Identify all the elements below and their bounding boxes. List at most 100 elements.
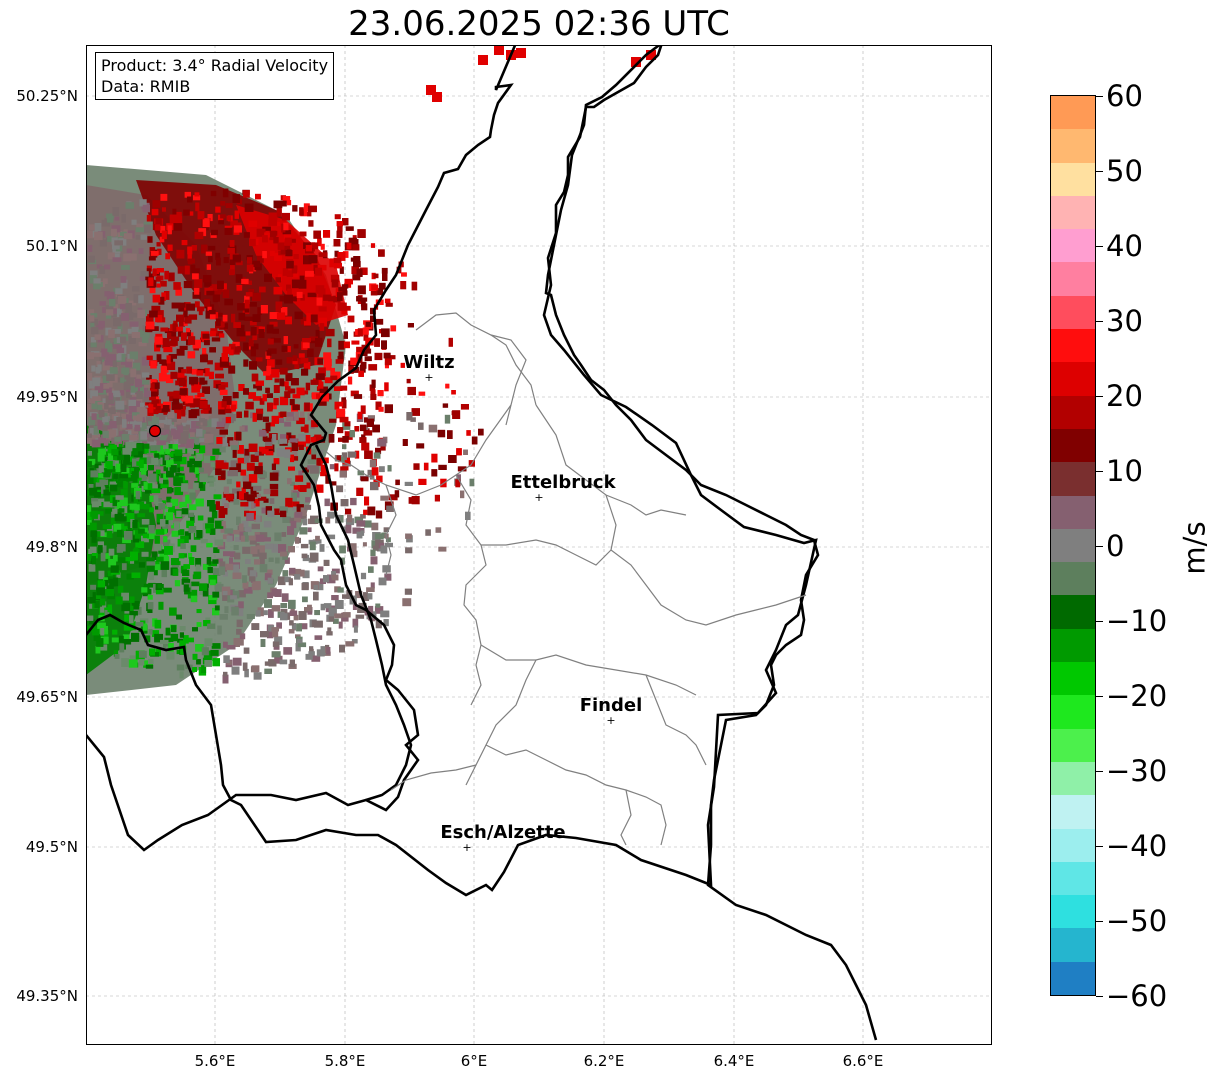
radar-pixel bbox=[239, 491, 244, 500]
radar-pixel bbox=[268, 609, 274, 618]
radar-pixel bbox=[190, 428, 195, 437]
radar-pixel bbox=[361, 303, 368, 311]
radar-pixel bbox=[210, 462, 215, 468]
radar-pixel bbox=[180, 302, 186, 308]
radar-pixel bbox=[387, 465, 392, 472]
radar-pixel bbox=[138, 528, 145, 534]
radar-pixel bbox=[188, 410, 197, 419]
radar-pixel bbox=[304, 504, 312, 510]
radar-pixel bbox=[270, 369, 280, 378]
radar-pixel bbox=[163, 347, 173, 353]
radar-pixel bbox=[259, 564, 268, 573]
radar-pixel bbox=[354, 426, 360, 432]
radar-pixel bbox=[135, 433, 141, 440]
radar-pixel bbox=[130, 368, 137, 378]
radar-pixel bbox=[183, 321, 188, 326]
radar-pixel bbox=[116, 347, 125, 353]
radar-pixel bbox=[181, 369, 187, 374]
radar-pixel bbox=[166, 652, 175, 660]
radar-pixel bbox=[153, 564, 161, 571]
radar-pixel bbox=[114, 377, 123, 383]
radar-pixel bbox=[273, 200, 283, 209]
radar-pixel bbox=[241, 278, 249, 284]
radar-pixel bbox=[225, 494, 234, 501]
radar-pixel bbox=[214, 520, 224, 529]
radar-pixel bbox=[98, 473, 104, 478]
radar-pixel bbox=[272, 629, 279, 638]
radar-pixel bbox=[94, 223, 102, 232]
radar-pixel bbox=[298, 485, 307, 492]
radar-pixel bbox=[367, 415, 375, 422]
radar-pixel bbox=[376, 475, 383, 483]
radar-pixel bbox=[193, 443, 201, 449]
radar-pixel bbox=[149, 457, 159, 465]
radar-pixel bbox=[402, 598, 412, 607]
radar-pixel bbox=[132, 458, 140, 467]
radar-pixel bbox=[176, 326, 183, 332]
radar-pixel bbox=[222, 674, 229, 684]
radar-pixel bbox=[130, 385, 138, 393]
radar-pixel bbox=[126, 474, 134, 482]
radar-pixel bbox=[99, 636, 109, 644]
radar-pixel bbox=[194, 437, 200, 445]
radar-pixel bbox=[144, 390, 151, 398]
map-area[interactable]: + Wiltz + Ettelbruck + Findel + Esch/Alzette bbox=[86, 45, 992, 1045]
radar-pixel bbox=[186, 330, 191, 337]
radar-pixel bbox=[364, 356, 372, 362]
radar-pixel bbox=[163, 473, 169, 482]
radar-pixel bbox=[256, 411, 263, 421]
radar-pixel bbox=[91, 501, 99, 508]
radar-pixel bbox=[318, 306, 327, 312]
radar-pixel bbox=[284, 421, 292, 427]
radar-pixel bbox=[347, 376, 353, 385]
radar-pixel bbox=[342, 444, 347, 450]
radar-pixel bbox=[369, 471, 375, 480]
radar-pixel bbox=[300, 543, 309, 549]
radar-pixel bbox=[385, 537, 391, 543]
radar-pixel bbox=[112, 497, 117, 507]
radar-pixel bbox=[327, 534, 336, 540]
radar-pixel bbox=[267, 592, 273, 599]
radar-pixel bbox=[202, 386, 210, 394]
radar-pixel bbox=[426, 85, 436, 95]
radar-pixel bbox=[196, 609, 202, 614]
radar-pixel bbox=[285, 316, 292, 325]
colorbar-tick bbox=[1096, 396, 1103, 397]
radar-pixel bbox=[240, 501, 249, 507]
radar-pixel bbox=[381, 340, 387, 350]
radar-pixel bbox=[416, 443, 425, 449]
radar-pixel bbox=[144, 635, 151, 643]
radar-pixel bbox=[494, 45, 504, 55]
radar-pixel bbox=[138, 475, 148, 481]
radar-pixel bbox=[163, 424, 169, 433]
radar-pixel bbox=[333, 239, 341, 247]
radar-pixel bbox=[187, 336, 196, 345]
colorbar-tick-label: 60 bbox=[1106, 79, 1143, 113]
radar-pixel bbox=[290, 520, 297, 529]
radar-pixel bbox=[222, 590, 228, 596]
radar-pixel bbox=[175, 486, 184, 495]
radar-pixel bbox=[354, 516, 364, 524]
radar-pixel bbox=[432, 92, 442, 102]
radar-pixel bbox=[298, 279, 307, 289]
radar-pixel bbox=[323, 364, 332, 371]
radar-pixel bbox=[103, 501, 113, 508]
radar-pixel bbox=[364, 496, 370, 506]
radar-pixel bbox=[156, 556, 164, 562]
radar-pixel bbox=[155, 405, 161, 411]
radar-pixel bbox=[320, 464, 327, 474]
radar-pixel bbox=[107, 252, 115, 260]
radar-pixel bbox=[248, 338, 254, 347]
radar-pixel bbox=[135, 622, 144, 627]
radar-pixel bbox=[235, 260, 243, 266]
radar-pixel bbox=[171, 558, 180, 566]
radar-pixel bbox=[291, 378, 299, 386]
radar-pixel bbox=[152, 269, 157, 277]
radar-pixel bbox=[191, 245, 197, 251]
radar-pixel bbox=[162, 587, 172, 593]
radar-site-marker bbox=[148, 424, 162, 438]
radar-pixel bbox=[267, 338, 274, 345]
radar-pixel bbox=[229, 269, 235, 276]
radar-pixel bbox=[327, 627, 332, 635]
radar-pixel bbox=[135, 379, 142, 388]
